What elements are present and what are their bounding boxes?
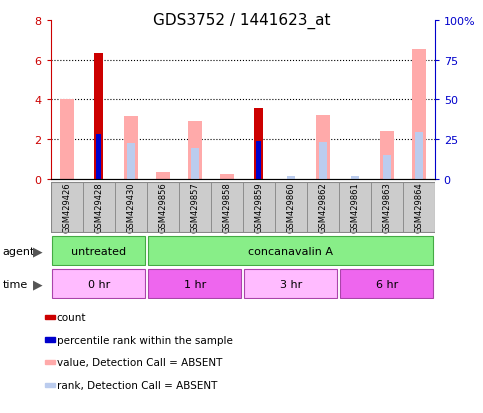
FancyBboxPatch shape [52,270,145,298]
Bar [383,156,391,180]
Bar [45,361,55,364]
Bar [45,315,55,319]
FancyBboxPatch shape [51,182,83,233]
Bar [45,383,55,387]
Text: value, Detection Call = ABSENT: value, Detection Call = ABSENT [57,357,222,368]
FancyBboxPatch shape [211,182,242,233]
Bar [187,122,202,180]
FancyBboxPatch shape [52,237,145,265]
FancyBboxPatch shape [307,182,339,233]
Bar [219,175,234,180]
Bar [97,135,101,180]
Bar [315,116,330,180]
Text: 3 hr: 3 hr [280,279,302,289]
Text: GSM429863: GSM429863 [382,182,391,233]
Bar [94,53,103,180]
Text: ▶: ▶ [33,244,43,257]
Text: GSM429858: GSM429858 [222,182,231,233]
Text: GSM429428: GSM429428 [94,182,103,233]
Bar [124,117,138,180]
Text: 1 hr: 1 hr [184,279,206,289]
Text: GSM429861: GSM429861 [350,182,359,233]
Bar [412,50,426,180]
FancyBboxPatch shape [275,182,307,233]
Bar [256,142,261,180]
Bar [287,177,295,180]
Text: time: time [2,279,28,289]
FancyBboxPatch shape [339,182,370,233]
Text: GSM429859: GSM429859 [254,182,263,233]
Text: 0 hr: 0 hr [87,279,110,289]
Text: GSM429862: GSM429862 [318,182,327,233]
Bar [127,144,135,180]
Bar [380,132,394,180]
Text: GSM429426: GSM429426 [62,182,71,233]
Bar [59,100,74,180]
Text: GSM429857: GSM429857 [190,182,199,233]
Bar [156,173,170,180]
Text: GSM429856: GSM429856 [158,182,167,233]
FancyBboxPatch shape [115,182,146,233]
FancyBboxPatch shape [371,182,402,233]
Text: GSM429860: GSM429860 [286,182,295,233]
Text: untreated: untreated [71,246,126,256]
Text: concanavalin A: concanavalin A [248,246,333,256]
FancyBboxPatch shape [147,182,179,233]
Text: 6 hr: 6 hr [376,279,398,289]
Text: GDS3752 / 1441623_at: GDS3752 / 1441623_at [153,12,330,28]
Bar [351,177,359,180]
FancyBboxPatch shape [341,270,433,298]
Bar [191,149,199,180]
FancyBboxPatch shape [148,237,433,265]
Bar [415,133,423,180]
FancyBboxPatch shape [148,270,241,298]
Text: ▶: ▶ [33,278,43,290]
Bar [254,109,263,180]
Text: agent: agent [2,246,35,256]
FancyBboxPatch shape [403,182,435,233]
Text: rank, Detection Call = ABSENT: rank, Detection Call = ABSENT [57,380,217,390]
FancyBboxPatch shape [243,182,274,233]
Text: count: count [57,312,86,322]
Text: GSM429430: GSM429430 [126,182,135,233]
FancyBboxPatch shape [179,182,211,233]
Bar [45,338,55,342]
Text: percentile rank within the sample: percentile rank within the sample [57,335,232,345]
Bar [319,143,327,180]
FancyBboxPatch shape [244,270,337,298]
FancyBboxPatch shape [83,182,114,233]
Text: GSM429864: GSM429864 [414,182,423,233]
